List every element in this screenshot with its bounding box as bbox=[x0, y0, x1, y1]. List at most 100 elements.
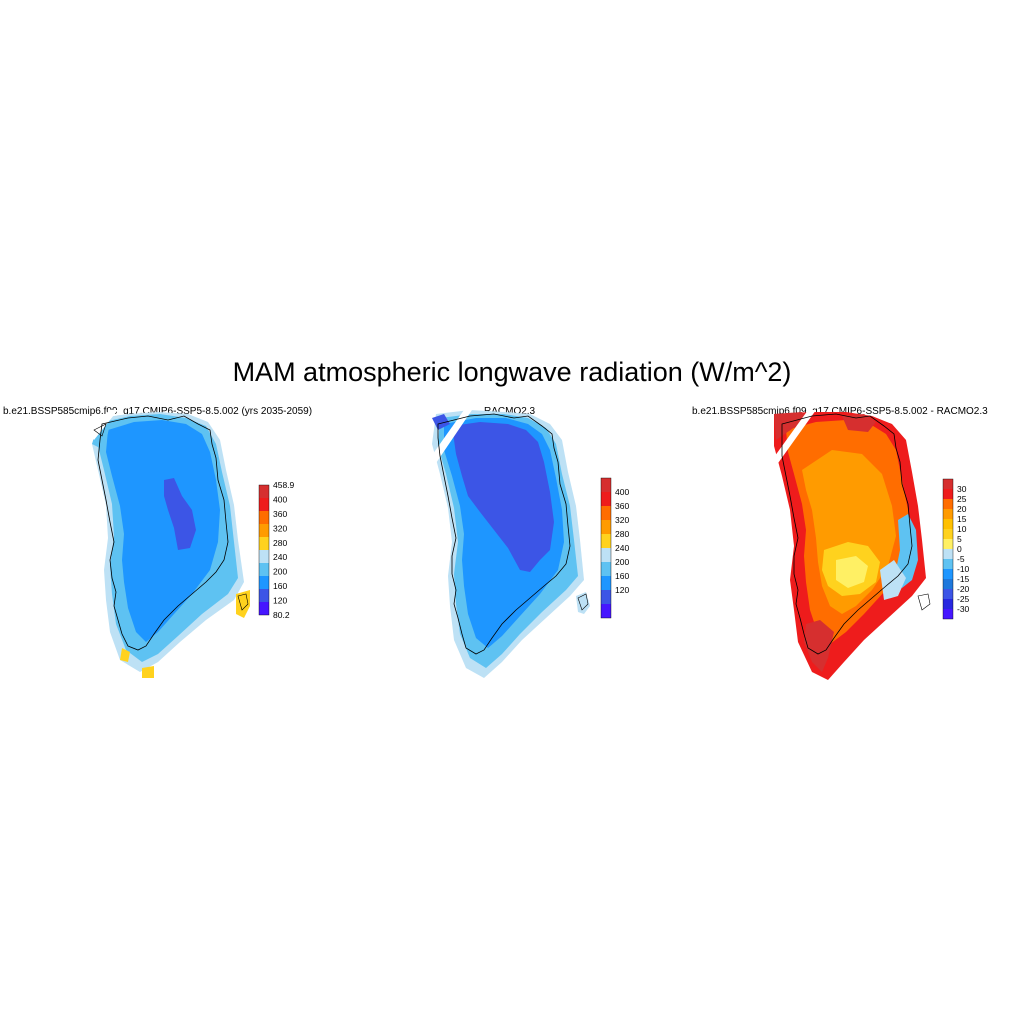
field-south-yellow bbox=[120, 648, 130, 662]
colorbar-tick-label: -5 bbox=[957, 554, 965, 564]
colorbar-box bbox=[601, 576, 611, 590]
colorbar-tick-label: 240 bbox=[615, 543, 629, 553]
colorbar-tick-label: 400 bbox=[273, 494, 287, 504]
colorbar-tick-label: -25 bbox=[957, 594, 970, 604]
colorbar-box bbox=[943, 579, 953, 589]
figure-title: MAM atmospheric longwave radiation (W/m^… bbox=[232, 357, 792, 387]
colorbar-tick-label: 120 bbox=[273, 596, 287, 606]
coastline-islands-diff bbox=[917, 593, 931, 611]
colorbar-tick-label: 458.9 bbox=[273, 480, 295, 490]
colorbar-tick-label: 360 bbox=[615, 501, 629, 511]
coastline-islands-model bbox=[93, 423, 249, 611]
colorbar-box bbox=[943, 589, 953, 599]
colorbar-tick-label: 10 bbox=[957, 524, 967, 534]
coastline-islands-racmo bbox=[577, 593, 589, 611]
map-panel-racmo: 400 360 320 280 240 200 160 120 bbox=[430, 410, 629, 678]
colorbar-tick-label: 400 bbox=[615, 487, 629, 497]
field-south-yellow-2 bbox=[142, 666, 154, 678]
panel-title-model: b.e21.BSSP585cmip6.f09_g17.CMIP6-SSP5-8.… bbox=[3, 406, 313, 417]
colorbar-box bbox=[601, 604, 611, 618]
map-panel-model: 458.9 400 360 320 280 240 200 160 120 80.2 bbox=[88, 410, 295, 678]
colorbar-model: 458.9 400 360 320 280 240 200 160 120 80.2 bbox=[258, 480, 295, 620]
colorbar-box bbox=[601, 548, 611, 562]
colorbar-box bbox=[259, 563, 269, 576]
colorbar-tick-label: 15 bbox=[957, 514, 967, 524]
field-corner-white bbox=[88, 410, 118, 440]
colorbar-tick-label: 360 bbox=[273, 509, 287, 519]
colorbar-box bbox=[943, 479, 953, 489]
colorbar-box bbox=[601, 520, 611, 534]
colorbar-tick-label: -20 bbox=[957, 584, 970, 594]
colorbar-box bbox=[601, 562, 611, 576]
colorbar-box bbox=[601, 590, 611, 604]
greenland-field-diff bbox=[772, 410, 926, 680]
coastline-model bbox=[97, 415, 229, 651]
colorbar-box bbox=[601, 492, 611, 506]
colorbar-box bbox=[601, 534, 611, 548]
colorbar-box bbox=[943, 599, 953, 609]
colorbar-box bbox=[943, 539, 953, 549]
colorbar-racmo: 400 360 320 280 240 200 160 120 bbox=[600, 477, 629, 619]
colorbar-tick-label: 320 bbox=[615, 515, 629, 525]
colorbar-tick-label: 25 bbox=[957, 494, 967, 504]
colorbar-tick-label: 20 bbox=[957, 504, 967, 514]
field-north-dark bbox=[842, 414, 876, 432]
field-corner-white bbox=[772, 410, 816, 466]
greenland-field-racmo bbox=[430, 410, 590, 678]
colorbar-tick-label: 280 bbox=[273, 538, 287, 548]
colorbar-tick-label: -10 bbox=[957, 564, 970, 574]
colorbar-tick-label: 160 bbox=[273, 581, 287, 591]
panel-title-racmo: RACMO2.3 bbox=[484, 406, 536, 417]
coastline-diff bbox=[781, 413, 913, 655]
colorbar-box bbox=[259, 602, 269, 615]
field-east-blue bbox=[896, 514, 918, 588]
colorbar-box bbox=[943, 559, 953, 569]
greenland-field-model bbox=[88, 410, 250, 678]
colorbar-box bbox=[259, 550, 269, 563]
colorbar-tick-label: -30 bbox=[957, 604, 970, 614]
colorbar-box bbox=[943, 519, 953, 529]
colorbar-tick-label: 160 bbox=[615, 571, 629, 581]
colorbar-box bbox=[943, 569, 953, 579]
colorbar-box bbox=[943, 489, 953, 499]
colorbar-outline bbox=[600, 477, 612, 619]
colorbar-tick-label: 0 bbox=[957, 544, 962, 554]
colorbar-outline bbox=[942, 478, 954, 620]
colorbar-outline bbox=[258, 484, 270, 616]
colorbar-tick-label: 120 bbox=[615, 585, 629, 595]
field-corner-core bbox=[432, 414, 450, 430]
field-south-dark bbox=[804, 620, 834, 672]
coastline-racmo bbox=[437, 413, 571, 655]
field-core bbox=[164, 478, 196, 550]
colorbar-tick-label: 5 bbox=[957, 534, 962, 544]
colorbar-tick-label: 200 bbox=[273, 567, 287, 577]
colorbar-box bbox=[259, 537, 269, 550]
field-inner-band bbox=[106, 420, 220, 642]
field-core bbox=[452, 422, 554, 572]
colorbar-box bbox=[943, 549, 953, 559]
colorbar-tick-label: 30 bbox=[957, 484, 967, 494]
field-corner-white bbox=[430, 410, 472, 466]
field-pale-yellow bbox=[836, 556, 868, 588]
colorbar-tick-label: 320 bbox=[273, 523, 287, 533]
colorbar-box bbox=[943, 609, 953, 619]
colorbar-box bbox=[259, 589, 269, 602]
colorbar-box bbox=[259, 498, 269, 511]
colorbar-box bbox=[259, 485, 269, 498]
colorbar-tick-label: 280 bbox=[615, 529, 629, 539]
colorbar-box bbox=[259, 576, 269, 589]
colorbar-box bbox=[943, 529, 953, 539]
colorbar-box bbox=[259, 511, 269, 524]
colorbar-box bbox=[943, 499, 953, 509]
panel-title-diff: b.e21.BSSP585cmip6.f09_g17.CMIP6-SSP5-8.… bbox=[692, 406, 988, 417]
colorbar-box bbox=[259, 524, 269, 537]
colorbar-tick-label: 240 bbox=[273, 552, 287, 562]
colorbar-tick-label: 200 bbox=[615, 557, 629, 567]
colorbar-tick-label: 80.2 bbox=[273, 610, 290, 620]
colorbar-box bbox=[601, 478, 611, 492]
colorbar-box bbox=[943, 509, 953, 519]
colorbar-tick-label: -15 bbox=[957, 574, 970, 584]
colorbar-box bbox=[601, 506, 611, 520]
